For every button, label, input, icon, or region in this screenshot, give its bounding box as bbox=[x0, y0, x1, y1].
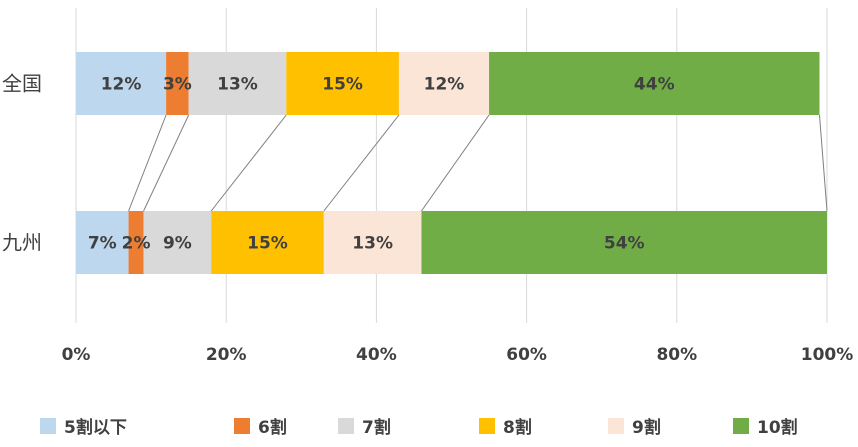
bar-segment bbox=[489, 52, 820, 115]
legend-label: 5割以下 bbox=[64, 417, 127, 438]
legend-label: 10割 bbox=[757, 417, 798, 438]
series-lines bbox=[128, 114, 828, 212]
data-label: 2% bbox=[122, 234, 151, 254]
series-line bbox=[818, 114, 828, 212]
bar-segment bbox=[323, 211, 422, 274]
bar-segment bbox=[76, 52, 167, 115]
x-tick-label: 20% bbox=[206, 345, 247, 365]
data-label: 13% bbox=[217, 75, 258, 95]
legend-label: 8割 bbox=[503, 417, 532, 438]
data-label: 15% bbox=[322, 75, 363, 95]
series-line bbox=[421, 114, 490, 212]
data-label: 7% bbox=[88, 234, 117, 254]
bar-segment bbox=[143, 211, 212, 274]
series-line bbox=[323, 114, 400, 212]
data-label: 15% bbox=[247, 234, 288, 254]
bars bbox=[76, 52, 827, 274]
data-label: 44% bbox=[634, 75, 675, 95]
legend-swatch bbox=[608, 418, 624, 434]
series-line bbox=[143, 114, 190, 212]
x-tick-label: 100% bbox=[801, 345, 854, 365]
bar-segment bbox=[211, 211, 324, 274]
x-tick-labels: 0% 20% 40% 60% 80% 100% bbox=[62, 345, 854, 365]
legend-label: 6割 bbox=[258, 417, 287, 438]
category-label: 九州 bbox=[2, 231, 42, 255]
bar-segment bbox=[128, 211, 144, 274]
legend-swatch bbox=[479, 418, 495, 434]
category-label: 全国 bbox=[2, 72, 42, 96]
legend-swatch bbox=[40, 418, 56, 434]
legend-swatch bbox=[733, 418, 749, 434]
x-tick-label: 60% bbox=[506, 345, 547, 365]
legend-label: 7割 bbox=[362, 417, 391, 438]
data-label: 12% bbox=[101, 75, 142, 95]
data-labels: 12% 3% 13% 15% 12% 44% 7% 2% 9% 15% 13% 54% bbox=[88, 75, 675, 254]
x-tick-label: 80% bbox=[656, 345, 697, 365]
data-label: 9% bbox=[163, 234, 192, 254]
legend-swatch bbox=[234, 418, 250, 434]
series-line bbox=[128, 114, 167, 212]
bar-segment bbox=[76, 211, 129, 274]
bar-segment bbox=[286, 52, 399, 115]
bar-segment bbox=[398, 52, 490, 115]
bar-segment bbox=[166, 52, 189, 115]
x-tick-label: 0% bbox=[62, 345, 91, 365]
data-label: 13% bbox=[352, 234, 393, 254]
data-label: 12% bbox=[424, 75, 465, 95]
legend-swatch bbox=[338, 418, 354, 434]
series-line bbox=[210, 114, 287, 212]
x-tick-label: 40% bbox=[356, 345, 397, 365]
legend-label: 9割 bbox=[632, 417, 661, 438]
legend: 5割以下 6割 7割 8割 9割 10割 bbox=[40, 417, 798, 438]
bar-segment bbox=[421, 211, 827, 274]
data-label: 54% bbox=[604, 234, 645, 254]
data-label: 3% bbox=[163, 75, 192, 95]
bar-segment bbox=[188, 52, 287, 115]
